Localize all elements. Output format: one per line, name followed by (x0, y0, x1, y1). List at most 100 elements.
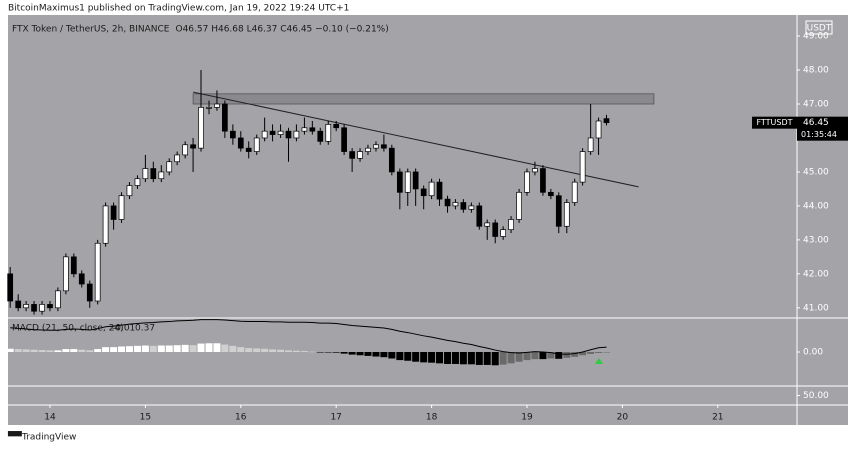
candle-body (365, 147, 371, 152)
macd-histogram-bar (436, 352, 444, 364)
candle-body (436, 181, 443, 200)
macd-histogram-bar (396, 352, 404, 361)
macd-histogram-bar (133, 345, 141, 352)
macd-histogram-bar (308, 351, 316, 353)
macd-histogram-bar (579, 352, 587, 356)
macd-histogram-bar (428, 352, 436, 363)
price-box (797, 116, 848, 141)
price-label: 46.45 (803, 118, 829, 128)
macd-histogram-bar (602, 352, 610, 353)
macd-histogram-bar (110, 347, 118, 352)
macd-histogram-bar (555, 352, 563, 359)
x-tick-label: 16 (235, 413, 247, 423)
macd-histogram-bar (245, 348, 253, 352)
macd-histogram-bar (229, 345, 237, 352)
macd-histogram-bar (316, 352, 324, 353)
candle-body (500, 229, 507, 237)
macd-histogram-bar (420, 352, 428, 363)
candle-body (158, 171, 165, 180)
candle-body (78, 273, 85, 285)
candle-body (237, 137, 244, 149)
y-tick-label: 48.00 (803, 66, 829, 76)
macd-histogram-bar (46, 350, 54, 352)
candle-body (381, 144, 387, 149)
macd-histogram-bar (587, 352, 595, 354)
macd-histogram-bar (269, 349, 277, 352)
macd-histogram-bar (54, 350, 62, 352)
x-tick-label: 17 (330, 413, 341, 423)
macd-histogram-bar (62, 349, 70, 352)
candle-body (555, 195, 562, 227)
candle-body (428, 181, 435, 197)
macd-histogram-bar (14, 349, 22, 352)
x-tick-label: 21 (712, 413, 723, 423)
macd-histogram-bar (467, 352, 475, 365)
candle-body (230, 130, 236, 139)
y2-tick-label: 0.00 (803, 348, 823, 358)
y-tick-label: 45.00 (803, 167, 829, 177)
x-tick-label: 14 (44, 413, 56, 423)
macd-histogram-bar (380, 352, 388, 358)
macd-histogram-bar (165, 345, 173, 352)
candle-body (484, 222, 491, 227)
candle-body (333, 124, 340, 129)
candle-body (166, 161, 173, 173)
candle-body (388, 147, 395, 173)
candle-body (540, 168, 546, 193)
countdown-label: 01:35:44 (801, 130, 837, 139)
macd-histogram-bar (102, 347, 110, 352)
macd-histogram-bar (284, 350, 292, 352)
macd-histogram-bar (507, 352, 515, 364)
macd-histogram-bar (595, 352, 603, 353)
ohlc-legend: O46.57 H46.68 L46.37 C46.45 −0.10 (−0.21… (175, 25, 388, 35)
candle-body (548, 191, 554, 197)
x-tick-label: 15 (140, 413, 151, 423)
macd-histogram-bar (547, 352, 555, 359)
x-tick-label: 18 (426, 413, 438, 423)
candle-body (39, 304, 45, 312)
candle-body (206, 107, 212, 109)
macd-histogram-bar (451, 352, 459, 364)
candle-body (110, 205, 117, 220)
macd-histogram-bar (300, 351, 308, 352)
macd-histogram-bar (372, 352, 380, 357)
candle-body (587, 137, 594, 152)
y-tick-label: 47.00 (803, 99, 829, 109)
macd-histogram-bar (356, 352, 364, 356)
candle-body (261, 130, 268, 139)
candle-body (7, 273, 14, 302)
currency-box (805, 20, 833, 35)
footer: TradingView (21, 433, 76, 443)
macd-histogram-bar (277, 349, 285, 352)
x-tick-label: 19 (521, 413, 533, 423)
candle-body (134, 178, 141, 186)
candle-body (277, 130, 284, 135)
candle-body (579, 151, 586, 183)
candle-body (595, 120, 602, 139)
candle-body (444, 198, 451, 207)
macd-histogram-bar (38, 350, 46, 352)
macd-histogram-bar (571, 352, 579, 357)
macd-histogram-bar (197, 343, 205, 352)
y-tick-label: 42.00 (803, 269, 829, 279)
macd-histogram-bar (340, 352, 348, 354)
candle-body (508, 219, 514, 231)
candle-body (55, 290, 61, 309)
candle-body (492, 222, 499, 237)
currency: USDT (807, 24, 832, 34)
macd-histogram-bar (30, 349, 38, 352)
candle-body (341, 127, 347, 152)
candle-body (126, 185, 133, 197)
macd-histogram-bar (181, 344, 189, 352)
y-tick-label: 43.00 (803, 235, 829, 245)
macd-histogram-bar (94, 349, 102, 352)
symbol-label: FTTUSDT (756, 118, 792, 127)
candle-body (516, 191, 522, 220)
y-tick-label: 44.00 (803, 201, 829, 211)
candle-body (373, 144, 379, 149)
macd-label: MACD (21, 50, close, 24) (12, 324, 124, 334)
signal-arrow (595, 358, 603, 364)
macd-histogram-bar (237, 347, 245, 352)
